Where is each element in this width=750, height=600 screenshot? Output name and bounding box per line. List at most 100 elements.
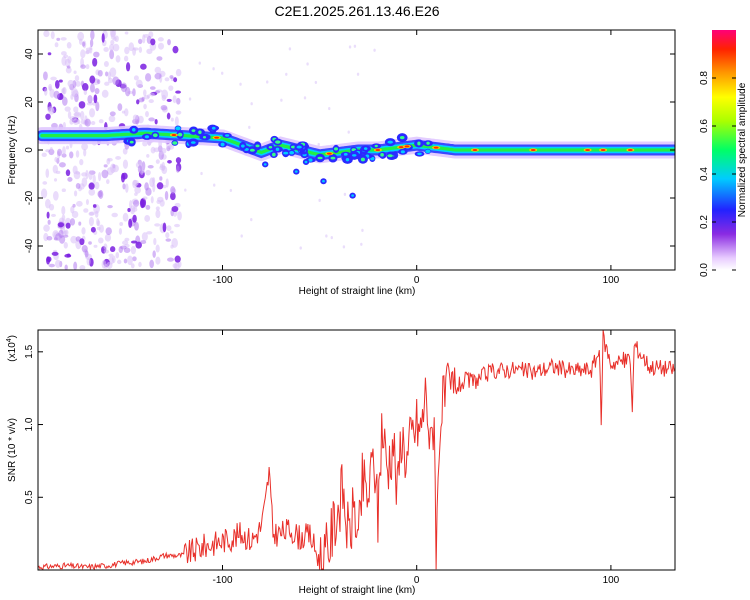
spectrogram-noise-blob <box>107 77 113 84</box>
spectrogram-panel: -100 0 100 -40 -20 0 20 40 Height of straight l… <box>7 29 676 297</box>
spectrogram-ridge-blob-core <box>144 135 150 139</box>
spectrogram-noise-blob <box>170 117 174 122</box>
spectrogram-noise-blob <box>93 94 98 104</box>
snr-xtick-label: -100 <box>212 575 232 586</box>
spectrogram-noise-blob <box>373 48 376 52</box>
spectrogram-noise-blob <box>154 72 162 80</box>
spectrogram-noise-blob <box>43 224 50 232</box>
spectrogram-noise-blob <box>114 35 119 43</box>
spectrogram-noise-blob <box>81 227 86 235</box>
spectrogram-noise-blob <box>105 227 112 236</box>
spectrogram-ytick-label: 0 <box>24 147 35 153</box>
snr-panel: -100 0 100 0.5 1.0 1.5 Height of straight lin… <box>6 329 676 596</box>
spectrogram-noise-blob <box>53 237 58 241</box>
spectrogram-noise-blob <box>81 172 88 177</box>
spectrogram-noise-blob <box>343 192 347 196</box>
spectrogram-noise-blob <box>138 261 142 268</box>
spectrogram-noise-blob <box>132 47 139 51</box>
spectrogram-noise-blob <box>146 231 153 235</box>
spectrogram-noise-blob <box>65 169 71 177</box>
colorbar-tick-label: 0.6 <box>699 119 710 133</box>
spectrogram-noise-blob <box>45 113 51 120</box>
spectrogram-noise-blob <box>145 110 149 118</box>
spectrogram-noise-blob <box>124 31 129 35</box>
spectrogram-noise-blob <box>229 188 233 193</box>
spectrogram-noise-blob <box>170 192 176 201</box>
spectrogram-noise-blob <box>159 163 164 169</box>
spectrogram-noise-blob <box>90 30 95 40</box>
spectrogram-noise-blob <box>103 47 109 53</box>
spectrogram-ridge-blob-core <box>177 132 183 137</box>
spectrogram-noise-blob <box>148 99 154 104</box>
spectrogram-noise-blob <box>80 110 85 121</box>
spectrogram-noise-blob <box>79 158 84 166</box>
spectrogram-noise-blob <box>157 37 164 42</box>
snr-xtick-label: 0 <box>414 575 420 586</box>
spectrogram-noise-blob <box>360 242 363 246</box>
spectrogram-noise-blob <box>65 222 71 229</box>
spectrogram-noise-blob <box>75 236 81 242</box>
spectrogram-noise-blob <box>145 204 151 210</box>
snr-series-line <box>38 330 675 570</box>
spectrogram-noise-blob <box>121 172 128 180</box>
spectrogram-noise-blob <box>155 159 160 164</box>
spectrogram-ridge-blob-core <box>255 144 260 148</box>
spectrogram-noise-blob <box>77 31 85 41</box>
spectrogram-noise-blob <box>75 80 81 87</box>
spectrogram-hotspot-core <box>530 149 536 151</box>
spectrogram-noise-blob <box>157 196 164 203</box>
spectrogram-noise-blob <box>46 211 50 219</box>
spectrogram-ridge-blob-core <box>345 157 350 162</box>
spectrogram-noise-blob <box>122 183 126 190</box>
spectrogram-noise-blob <box>239 82 242 86</box>
spectrogram-noise-blob <box>67 56 72 64</box>
spectrogram-noise-blob <box>108 253 114 258</box>
spectrogram-noise-blob <box>212 67 215 71</box>
spectrogram-noise-blob <box>130 263 135 269</box>
spectrogram-noise-blob <box>73 112 81 117</box>
spectrogram-noise-blob <box>147 164 154 169</box>
spectrogram-ylabel: Frequency (Hz) <box>7 116 18 185</box>
spectrogram-noise-blob <box>172 263 178 269</box>
colorbar-gradient <box>712 30 736 270</box>
spectrogram-hotspot-core <box>585 149 591 151</box>
spectrogram-ridge-blob-core <box>374 144 378 148</box>
spectrogram-ridge-blob-core <box>417 152 422 156</box>
spectrogram-noise-blob <box>47 219 51 225</box>
colorbar-tick-label: 0.0 <box>699 263 710 277</box>
spectrogram-noise-blob <box>50 76 57 81</box>
spectrogram-noise-blob <box>66 42 72 49</box>
spectrogram-noise-blob <box>101 89 109 98</box>
spectrogram-noise-blob <box>174 255 181 263</box>
spectrogram-noise-blob <box>66 65 71 69</box>
spectrogram-noise-blob <box>303 96 307 100</box>
spectrogram-noise-blob <box>132 256 137 262</box>
spectrogram-ridge-blob-core <box>132 127 136 132</box>
spectrogram-noise-blob <box>155 244 160 253</box>
spectrogram-noise-blob <box>117 103 123 111</box>
spectrogram-noise-blob <box>70 205 75 214</box>
spectrogram-noise-blob <box>159 176 163 181</box>
spectrogram-noise-blob <box>342 245 346 249</box>
spectrogram-noise-blob <box>40 188 48 199</box>
spectrogram-noise-blob <box>141 232 148 242</box>
spectrogram-noise-blob <box>118 246 123 254</box>
spectrogram-noise-blob <box>125 183 129 193</box>
spectrogram-noise-blob <box>89 108 96 118</box>
spectrogram-heat <box>38 30 675 270</box>
spectrogram-noise-blob <box>87 94 93 104</box>
spectrogram-noise-blob <box>170 186 176 195</box>
spectrogram-noise-blob <box>88 211 95 216</box>
spectrogram-noise-blob <box>43 71 48 81</box>
spectrogram-noise-blob <box>49 146 53 153</box>
spectrogram-noise-blob <box>94 87 100 95</box>
spectrogram-noise-blob <box>81 142 89 151</box>
spectrogram-ridge-blob-core <box>330 156 336 160</box>
spectrogram-noise-blob <box>98 237 104 244</box>
spectrogram-noise-blob <box>63 230 67 235</box>
spectrogram-noise-blob <box>108 115 116 123</box>
spectrogram-noise-blob <box>66 253 71 258</box>
spectrogram-noise-blob <box>67 176 73 182</box>
spectrogram-noise-blob <box>288 47 292 51</box>
spectrogram-noise-blob <box>143 95 150 100</box>
